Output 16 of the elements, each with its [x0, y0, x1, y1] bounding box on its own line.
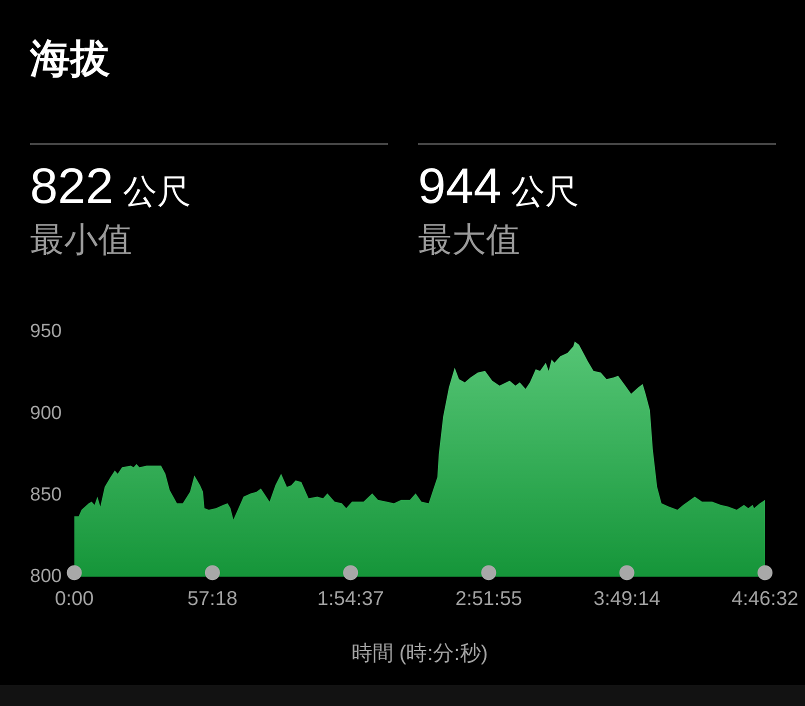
x-tick-label: 1:54:37 — [317, 588, 384, 610]
x-tick-label: 2:51:55 — [455, 588, 522, 610]
text: 822 公尺 — [30, 158, 191, 214]
x-tick-label: 3:49:14 — [594, 588, 660, 610]
y-tick-label: 900 — [30, 402, 62, 424]
chart-title: 海拔 — [29, 37, 110, 81]
x-tick-label: 57:18 — [187, 588, 238, 610]
x-tick-label: 4:46:32 — [732, 588, 798, 610]
x-axis-title: 時間 (時:分:秒) — [351, 642, 488, 664]
y-tick-label: 950 — [30, 321, 62, 342]
y-tick-label: 800 — [30, 566, 62, 588]
text: 944 公尺 — [418, 158, 579, 214]
text: 最大值 — [418, 221, 520, 259]
text: 最小值 — [30, 221, 132, 259]
y-tick-label: 850 — [30, 484, 62, 506]
x-tick-label: 0:00 — [54, 588, 94, 610]
